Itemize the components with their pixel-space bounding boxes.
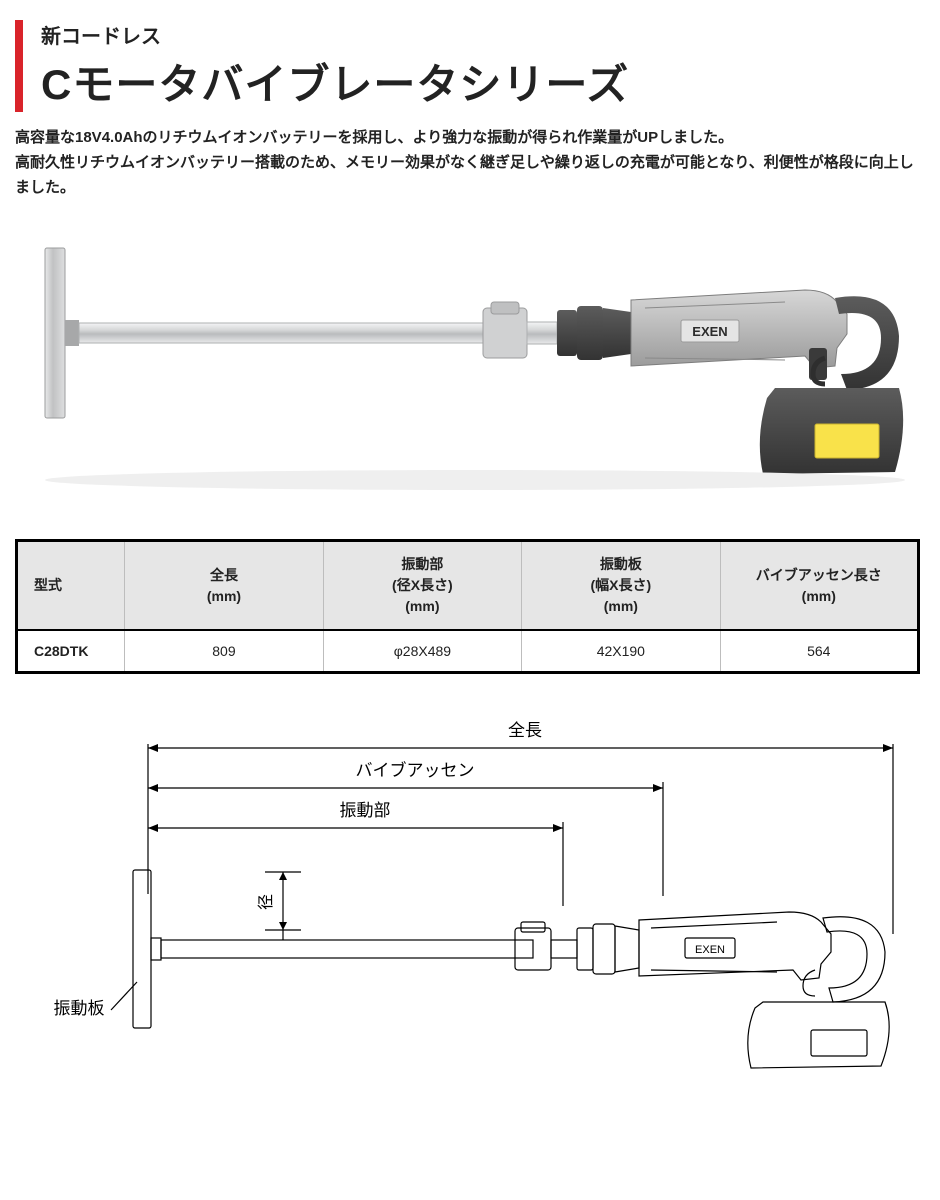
label-diameter: 径 xyxy=(257,894,275,910)
col-vibplate: 振動板(幅X長さ)(mm) xyxy=(522,541,720,631)
col-length: 全長(mm) xyxy=(125,541,323,631)
label-baibu-assen: バイブアッセン xyxy=(356,760,475,780)
table-row: C28DTK 809 φ28X489 42X190 564 xyxy=(17,630,919,673)
label-vibration-part: 振動部 xyxy=(340,801,391,820)
label-total-length: 全長 xyxy=(508,721,542,740)
spec-table: 型式 全長(mm) 振動部(径X長さ)(mm) 振動板(幅X長さ)(mm) バイ… xyxy=(15,539,920,674)
label-vibration-plate: 振動板 xyxy=(54,999,105,1018)
brand-text: EXEN xyxy=(692,324,727,339)
dimension-diagram: 全長 バイブアッセン 振動部 径 xyxy=(15,714,920,1074)
col-assen: バイブアッセン長さ(mm) xyxy=(720,541,918,631)
col-model: 型式 xyxy=(17,541,125,631)
subtitle: 新コードレス xyxy=(41,20,925,49)
product-image: EXEN xyxy=(15,228,920,508)
diagram-brand: EXEN xyxy=(695,944,725,956)
description: 高容量な18V4.0Ahのリチウムイオンバッテリーを採用し、より強力な振動が得ら… xyxy=(15,126,925,200)
col-vibpart: 振動部(径X長さ)(mm) xyxy=(323,541,521,631)
page-title: Cモータバイブレータシリーズ xyxy=(41,51,925,112)
